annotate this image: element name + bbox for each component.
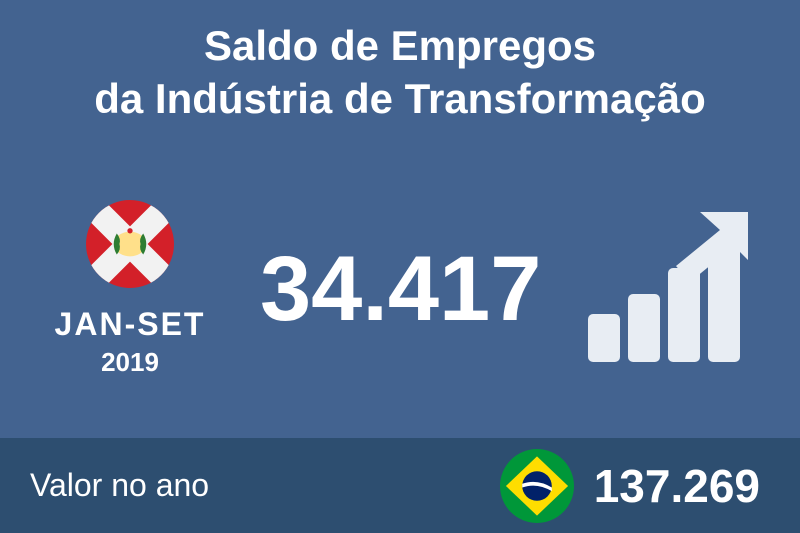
year-label: 2019 [101,347,159,378]
growth-chart-icon [580,204,750,374]
title-line-2: da Indústria de Transformação [30,73,770,126]
santa-catarina-flag-icon [86,200,174,288]
main-value: 34.417 [260,237,580,342]
period-label: JAN-SET [55,306,206,343]
brazil-flag-icon [500,449,574,523]
footer-panel: Valor no ano 137.269 [0,438,800,533]
region-column: JAN-SET 2019 [50,200,210,378]
title-block: Saldo de Empregos da Indústria de Transf… [30,20,770,125]
title-line-1: Saldo de Empregos [30,20,770,73]
footer-label: Valor no ano [30,467,500,504]
main-panel: Saldo de Empregos da Indústria de Transf… [0,0,800,438]
footer-value: 137.269 [594,459,760,513]
content-row: JAN-SET 2019 34.417 [30,150,770,428]
